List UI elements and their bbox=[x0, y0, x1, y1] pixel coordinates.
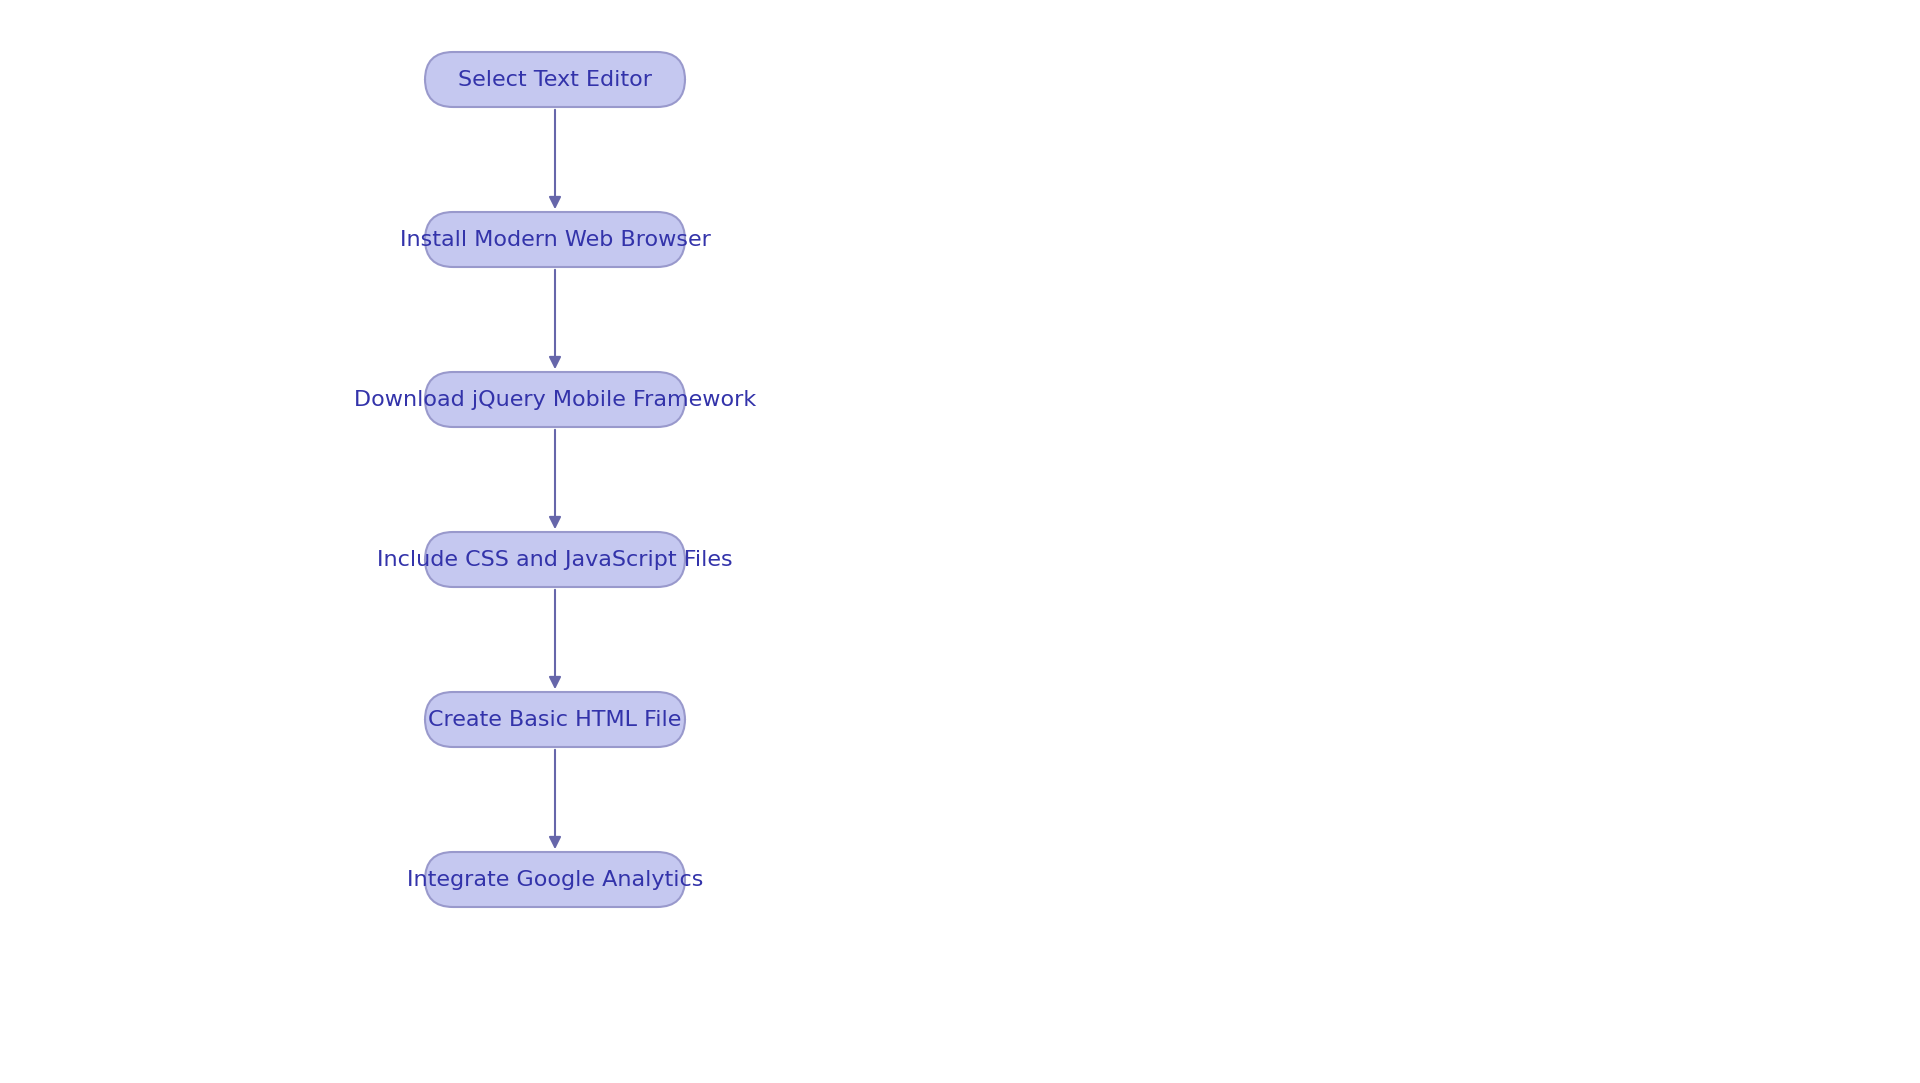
Text: Include CSS and JavaScript Files: Include CSS and JavaScript Files bbox=[376, 549, 733, 570]
FancyBboxPatch shape bbox=[424, 692, 685, 747]
FancyBboxPatch shape bbox=[424, 212, 685, 268]
FancyBboxPatch shape bbox=[424, 52, 685, 107]
FancyBboxPatch shape bbox=[424, 532, 685, 587]
Text: Create Basic HTML File: Create Basic HTML File bbox=[428, 709, 682, 730]
Text: Select Text Editor: Select Text Editor bbox=[459, 69, 653, 90]
FancyBboxPatch shape bbox=[424, 371, 685, 427]
Text: Install Modern Web Browser: Install Modern Web Browser bbox=[399, 230, 710, 249]
Text: Integrate Google Analytics: Integrate Google Analytics bbox=[407, 870, 703, 889]
FancyBboxPatch shape bbox=[424, 852, 685, 906]
Text: Download jQuery Mobile Framework: Download jQuery Mobile Framework bbox=[353, 390, 756, 409]
